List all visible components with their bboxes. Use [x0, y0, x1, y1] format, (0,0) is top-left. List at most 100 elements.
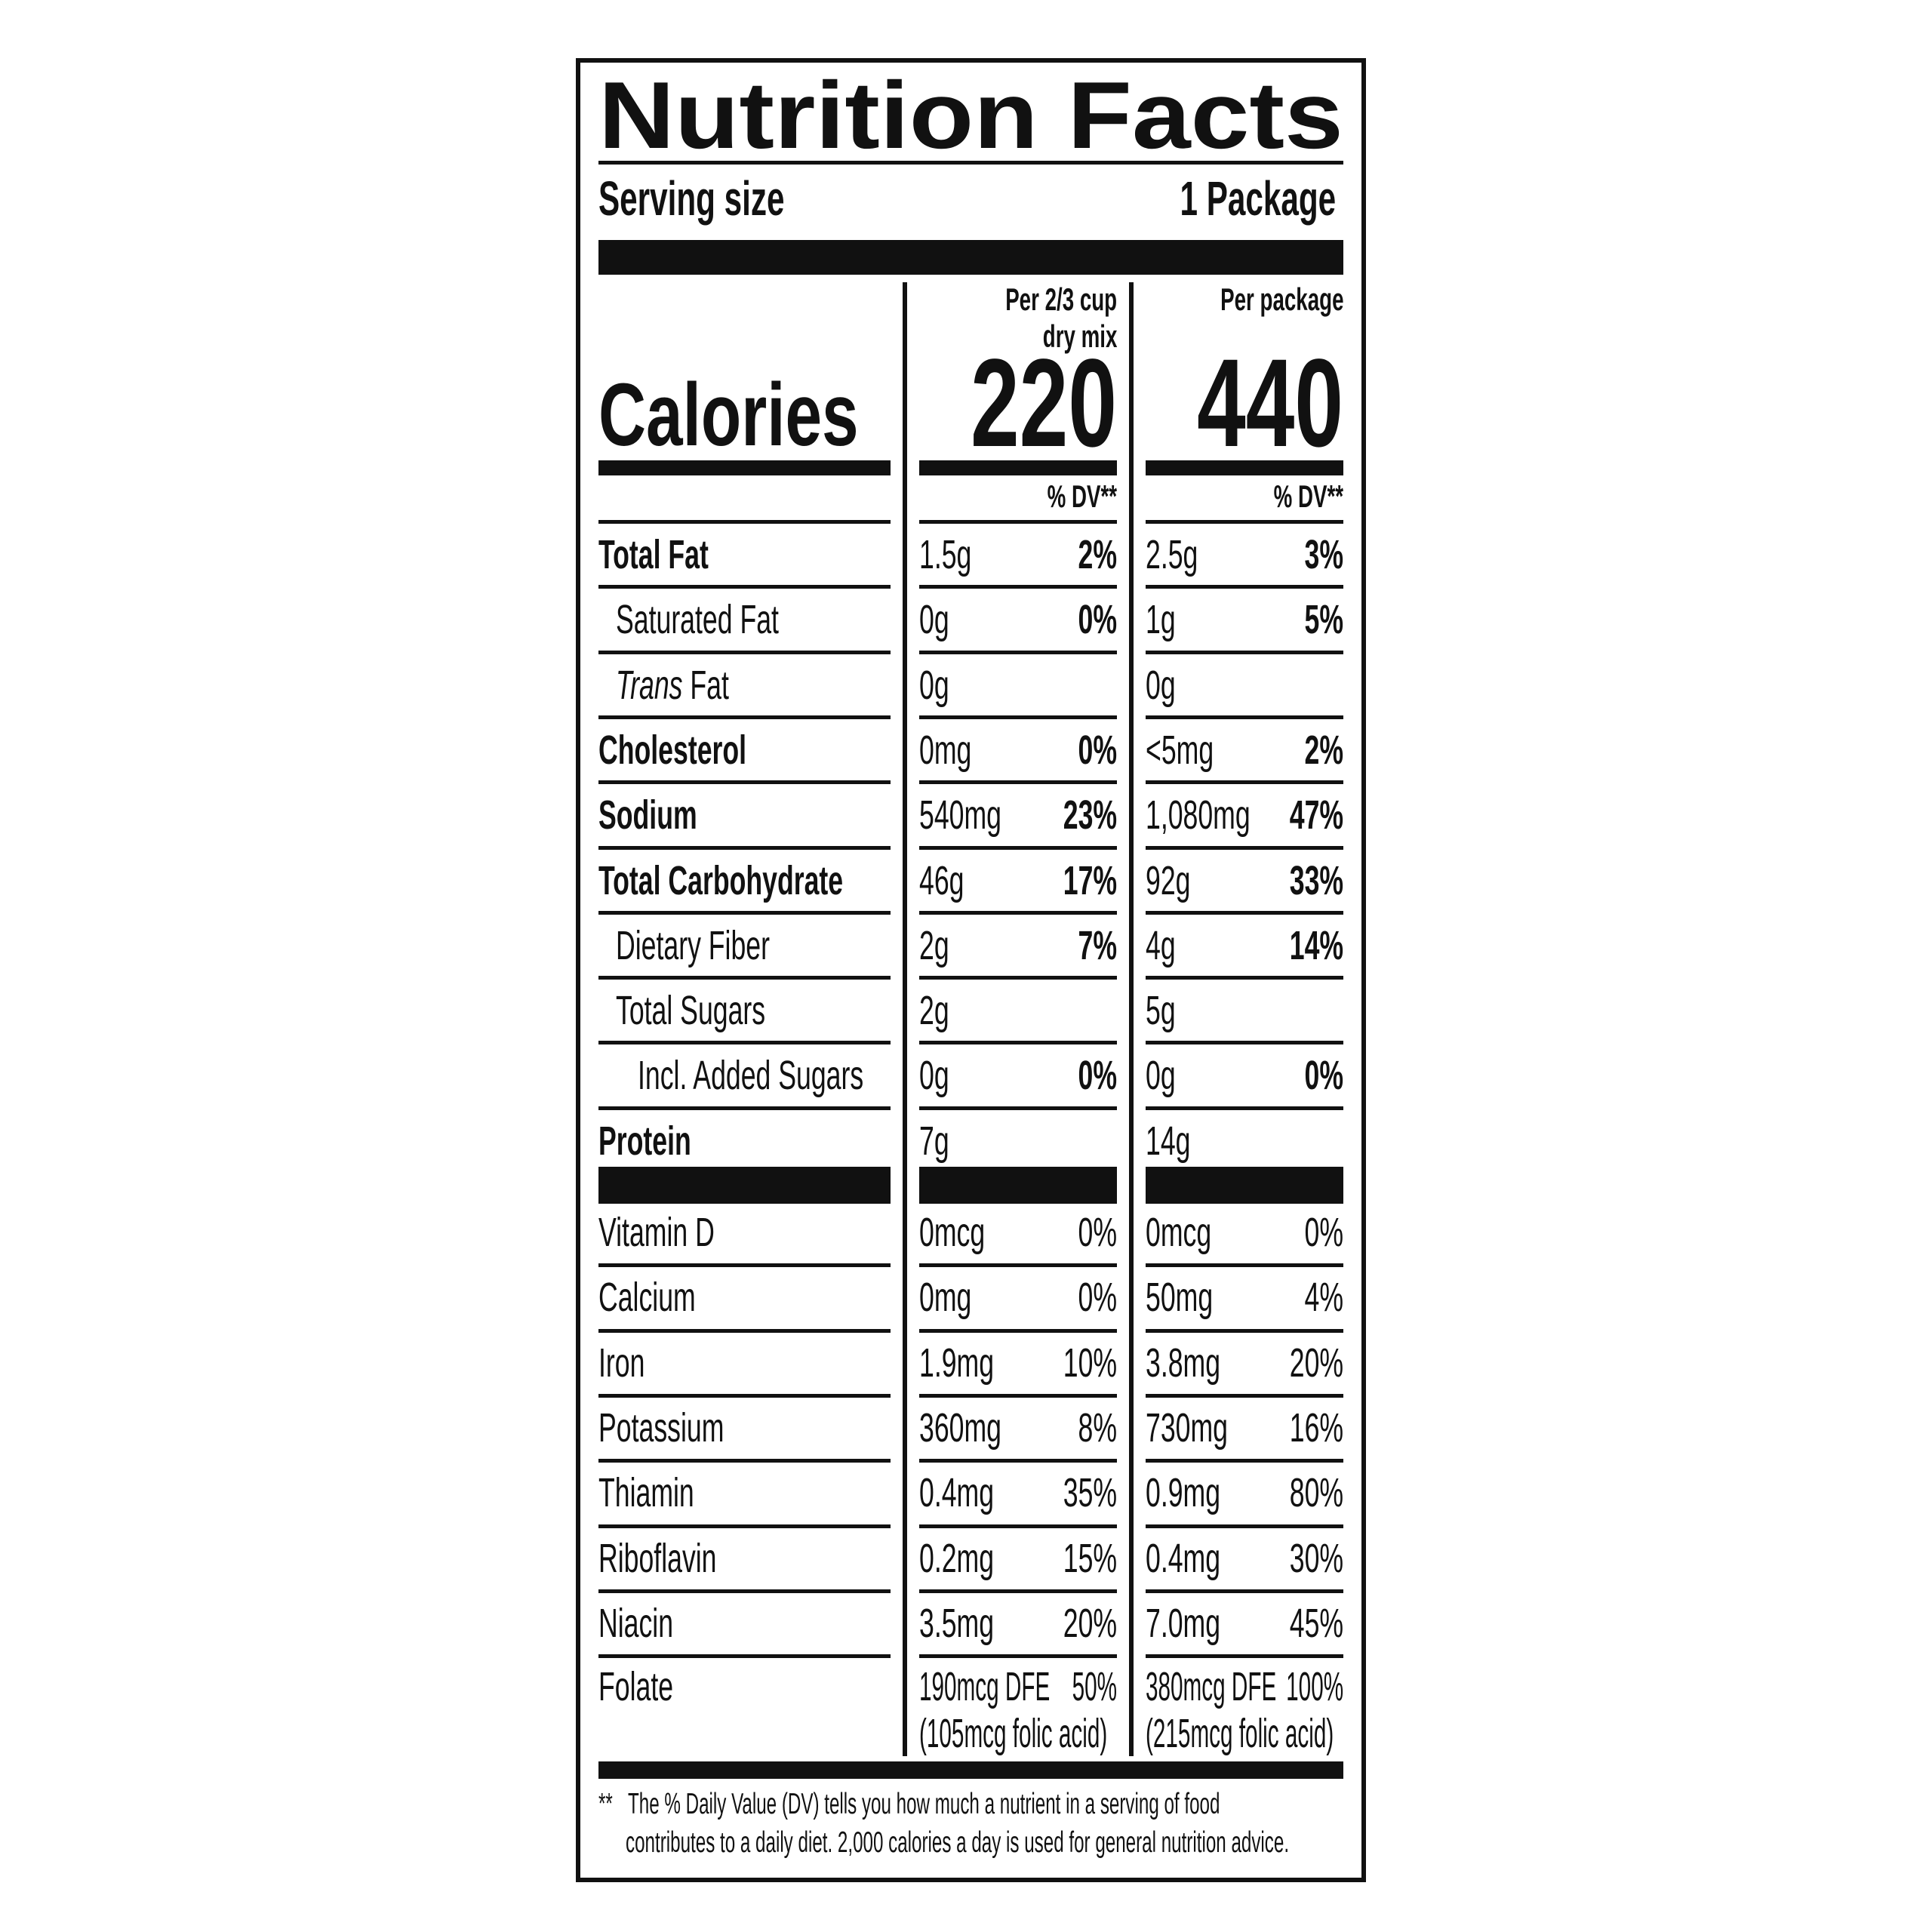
folate-note-per-serving: (105mcg folic acid): [919, 1701, 1261, 1766]
amount-per-serving: 1.5g: [919, 522, 998, 587]
dv-per-package-text: 14%: [1289, 922, 1343, 968]
amount-per-package-text: 3.8mg: [1146, 1340, 1221, 1386]
folate-dv-per-serving: 50%: [1035, 1654, 1117, 1719]
dv-per-package: 30%: [1262, 1526, 1343, 1591]
row-divider: [598, 1459, 891, 1463]
nutrient-label-text: Trans Fat: [616, 662, 729, 709]
dv-per-package-text: 80%: [1289, 1470, 1343, 1516]
row-divider: [919, 1263, 1117, 1268]
title-text: Nutrition Facts: [598, 62, 1343, 168]
serving-size-value: 1 Package: [1100, 171, 1336, 226]
amount-per-serving: 2g: [919, 913, 964, 978]
row-divider: [1146, 1328, 1343, 1333]
row-divider: [598, 1263, 891, 1268]
nutrient-label-text: Dietary Fiber: [616, 922, 770, 968]
vitamin-label: Riboflavin: [598, 1526, 777, 1591]
dv-per-serving: 2%: [1058, 522, 1117, 587]
amount-per-serving-text: 7g: [919, 1118, 949, 1164]
dv-per-package-text: 0%: [1304, 1210, 1343, 1255]
row-divider: [919, 520, 1117, 524]
row-divider: [1146, 1459, 1343, 1463]
amount-per-package: 5g: [1146, 978, 1191, 1043]
amount-per-package-text: 0g: [1146, 662, 1176, 708]
vitamin-label-text: Thiamin: [598, 1470, 694, 1516]
amount-per-serving: 0mg: [919, 1265, 998, 1330]
row-divider: [919, 1106, 1117, 1110]
row-divider: [598, 1106, 891, 1110]
amount-per-serving: 7g: [919, 1109, 964, 1174]
amount-per-serving: 3.5mg: [919, 1591, 1032, 1656]
amount-per-package: 4g: [1146, 913, 1191, 978]
row-divider: [1146, 910, 1343, 915]
row-divider: [919, 976, 1117, 980]
dv-per-serving: 23%: [1035, 783, 1117, 848]
row-divider: [1146, 1106, 1343, 1110]
dv-header-2: % DV**: [1238, 475, 1343, 518]
dv-per-serving-text: 17%: [1063, 857, 1117, 903]
dv-per-package: 20%: [1262, 1331, 1343, 1395]
row-divider: [1146, 520, 1343, 524]
row-divider: [598, 1524, 891, 1528]
dv-per-package: 0%: [1284, 1200, 1343, 1265]
row-divider: [919, 715, 1117, 719]
footnote-line-1: The % Daily Value (DV) tells you how muc…: [628, 1786, 1583, 1823]
title: Nutrition Facts: [598, 62, 1343, 168]
dv-per-serving-text: 0%: [1078, 1210, 1117, 1255]
row-divider: [1146, 976, 1343, 980]
vitamin-label: Calcium: [598, 1265, 746, 1330]
bottom-thick-divider: [598, 1761, 1343, 1779]
amount-per-package: 92g: [1146, 848, 1214, 913]
vitamin-thick-divider: [598, 1167, 891, 1204]
amount-per-package-text: 5g: [1146, 988, 1176, 1034]
amount-per-package-text: 1g: [1146, 597, 1176, 643]
dv-per-serving: 0%: [1058, 1200, 1117, 1265]
thick-divider: [598, 240, 1343, 275]
dv-per-package-text: 0%: [1304, 1053, 1343, 1099]
dv-per-serving-text: 15%: [1063, 1535, 1117, 1581]
dv-per-package-text: 3%: [1304, 532, 1343, 577]
row-divider: [919, 1654, 1117, 1659]
dv-header-1: % DV**: [1011, 475, 1117, 518]
dv-per-serving: 0%: [1058, 1043, 1117, 1108]
row-divider: [919, 585, 1117, 589]
amount-per-serving-text: 0mg: [919, 1275, 972, 1321]
amount-per-package-text: 14g: [1146, 1118, 1191, 1164]
amount-per-serving-text: 0mcg: [919, 1210, 986, 1255]
amount-per-serving-text: 0.4mg: [919, 1470, 995, 1516]
dv-per-serving-text: 23%: [1063, 792, 1117, 838]
vitamin-thick-divider: [919, 1167, 1117, 1204]
dv-per-package: 33%: [1262, 848, 1343, 913]
row-divider: [919, 650, 1117, 654]
folate-label: Folate: [598, 1654, 712, 1719]
amount-per-serving: 0.2mg: [919, 1526, 1032, 1591]
amount-per-package: 3.8mg: [1146, 1331, 1259, 1395]
calories-bar-2: [919, 460, 1117, 475]
row-divider: [1146, 1041, 1343, 1045]
row-divider: [598, 520, 891, 524]
vitamin-label: Potassium: [598, 1395, 789, 1460]
amount-per-serving-text: 540mg: [919, 792, 1001, 838]
amount-per-package-text: 2.5g: [1146, 532, 1198, 577]
vitamin-label-text: Vitamin D: [598, 1210, 715, 1255]
amount-per-package: 2.5g: [1146, 522, 1225, 587]
column-2-header: Per package: [1157, 281, 1343, 318]
vitamin-thick-divider: [1146, 1167, 1343, 1204]
dv-per-package-text: 5%: [1304, 597, 1343, 643]
row-divider: [598, 1654, 891, 1659]
dv-per-serving-text: 0%: [1078, 1275, 1117, 1321]
row-divider: [598, 650, 891, 654]
row-divider: [1146, 1524, 1343, 1528]
row-divider: [598, 910, 891, 915]
row-divider: [598, 1589, 891, 1593]
row-divider: [919, 1524, 1117, 1528]
amount-per-package-text: 0g: [1146, 1053, 1176, 1099]
folate-amount-per-package-text: 380mcg DFE: [1146, 1664, 1277, 1709]
dv-per-serving-text: 7%: [1078, 922, 1117, 968]
vitamin-label: Iron: [598, 1331, 669, 1395]
amount-per-package: 1,080mg: [1146, 783, 1304, 848]
footnote-marker: **: [598, 1786, 621, 1823]
amount-per-package-text: 0.9mg: [1146, 1470, 1221, 1516]
label-rest: Fat: [682, 662, 729, 708]
row-divider: [1146, 715, 1343, 719]
row-divider: [919, 1393, 1117, 1398]
